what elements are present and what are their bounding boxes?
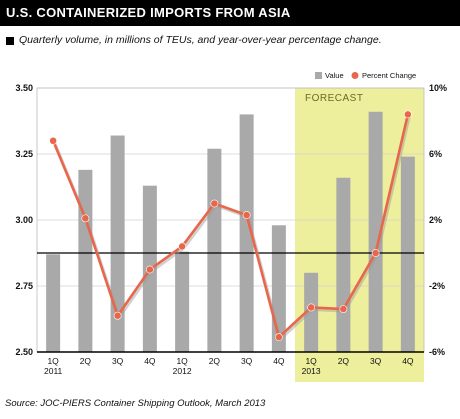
- bar-value: [368, 111, 383, 352]
- x-tick-label: 4Q: [273, 356, 285, 366]
- legend-swatch-percent-change: [351, 72, 359, 79]
- y-left-tick-label: 3.00: [15, 215, 33, 225]
- point-percent-change: [113, 311, 122, 320]
- x-tick-label: 3Q: [112, 356, 124, 366]
- y-right-tick-label: -2%: [429, 281, 445, 291]
- source-note: Source: JOC-PIERS Container Shipping Out…: [5, 398, 266, 409]
- x-tick-label: 1Q: [176, 356, 188, 366]
- bar-value: [336, 177, 351, 352]
- point-percent-change: [49, 136, 58, 145]
- y-left-tick-label: 3.50: [15, 83, 33, 93]
- point-percent-change: [307, 303, 316, 312]
- y-left-tick-label: 2.50: [15, 347, 33, 357]
- bar-value: [175, 251, 190, 352]
- point-percent-change: [178, 242, 187, 251]
- x-tick-label: 4Q: [144, 356, 156, 366]
- y-left-tick-label: 2.75: [15, 281, 33, 291]
- legend-label-value: Value: [325, 71, 344, 80]
- x-tick-label: 2Q: [80, 356, 92, 366]
- point-percent-change: [339, 305, 348, 313]
- point-percent-change: [242, 211, 251, 219]
- chart-title: U.S. CONTAINERIZED IMPORTS FROM ASIA: [6, 5, 291, 20]
- x-tick-label: 2Q: [338, 356, 350, 366]
- point-percent-change: [81, 214, 90, 223]
- x-tick-label: 1Q: [305, 356, 317, 366]
- x-tick-label: 1Q: [47, 356, 59, 366]
- bar-value: [110, 135, 125, 352]
- subtitle-row: Quarterly volume, in millions of TEUs, a…: [6, 34, 456, 50]
- chart-subtitle: Quarterly volume, in millions of TEUs, a…: [19, 34, 382, 46]
- y-right-tick-label: 2%: [429, 215, 442, 225]
- bar-value: [78, 169, 93, 352]
- y-right-tick-label: 6%: [429, 149, 442, 159]
- x-tick-label: 2011: [44, 366, 63, 376]
- legend-label-percent-change: Percent Change: [362, 71, 416, 80]
- bar-value: [239, 114, 254, 353]
- subtitle-bullet-icon: [6, 37, 14, 45]
- x-tick-label: 2013: [302, 366, 321, 376]
- title-bar: U.S. CONTAINERIZED IMPORTS FROM ASIA: [0, 0, 460, 26]
- x-tick-label: 3Q: [241, 356, 253, 366]
- point-percent-change: [210, 199, 219, 208]
- bar-value: [207, 148, 222, 352]
- bar-value: [400, 156, 415, 352]
- point-percent-change: [274, 333, 283, 342]
- line-percent-change: [51, 114, 410, 339]
- forecast-label: FORECAST: [305, 93, 363, 104]
- y-right-tick-label: 10%: [429, 83, 447, 93]
- bar-value: [304, 272, 319, 352]
- legend-swatch-value: [315, 72, 322, 79]
- point-percent-change: [145, 265, 154, 274]
- x-tick-label: 2012: [173, 366, 192, 376]
- x-tick-label: 2Q: [209, 356, 221, 366]
- y-right-tick-label: -6%: [429, 347, 445, 357]
- chart-area: FORECAST 2.50 2.75 3.00 3.25 3.50 -6% -2% 2% 6% 10…: [15, 71, 447, 382]
- x-tick-label: 4Q: [402, 356, 414, 366]
- y-left-tick-label: 3.25: [15, 149, 33, 159]
- point-percent-change: [403, 110, 412, 119]
- point-percent-change: [371, 249, 380, 257]
- x-tick-label: 3Q: [370, 356, 382, 366]
- bar-value: [46, 254, 61, 352]
